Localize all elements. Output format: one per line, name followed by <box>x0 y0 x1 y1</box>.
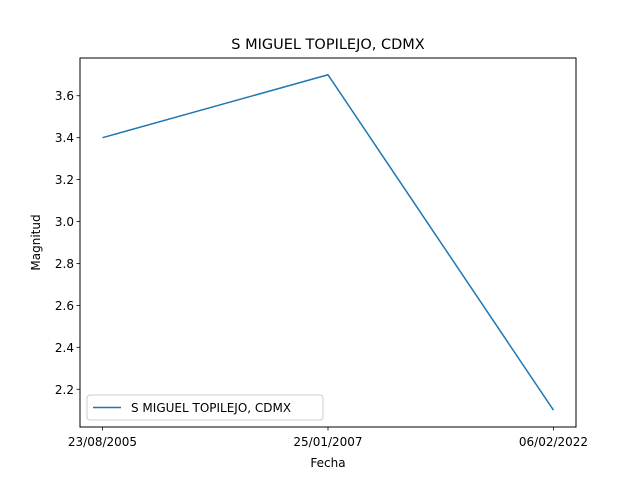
plot-area <box>79 57 577 428</box>
y-tick-label: 2.4 <box>55 341 74 355</box>
series-line <box>102 74 555 411</box>
legend: S MIGUEL TOPILEJO, CDMX <box>86 394 324 421</box>
x-tick-label: 25/01/2007 <box>293 435 362 449</box>
legend-box <box>86 394 324 421</box>
series-lines <box>102 74 555 411</box>
legend-label: S MIGUEL TOPILEJO, CDMX <box>131 401 291 415</box>
x-tick-label: 23/08/2005 <box>68 435 137 449</box>
y-axis-label: Magnitud <box>29 214 43 270</box>
y-axis: 2.2 2.4 2.6 2.8 3.0 3.2 3.4 3.6 <box>55 89 80 397</box>
y-tick-label: 3.4 <box>55 131 74 145</box>
y-tick-label: 2.8 <box>55 257 74 271</box>
y-tick-label: 3.0 <box>55 215 74 229</box>
y-tick-label: 2.6 <box>55 299 74 313</box>
x-axis-label: Fecha <box>310 456 345 470</box>
x-tick-label: 06/02/2022 <box>519 435 588 449</box>
y-tick-label: 3.2 <box>55 173 74 187</box>
chart-title: S MIGUEL TOPILEJO, CDMX <box>231 37 425 53</box>
y-tick-label: 3.6 <box>55 89 74 103</box>
y-tick-label: 2.2 <box>55 383 74 397</box>
x-axis: 23/08/2005 25/01/2007 06/02/2022 <box>68 427 588 449</box>
